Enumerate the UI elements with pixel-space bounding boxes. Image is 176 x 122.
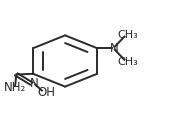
Text: CH₃: CH₃ [118,57,138,67]
Text: CH₃: CH₃ [118,30,138,40]
Text: N: N [29,77,38,90]
Text: OH: OH [37,86,55,99]
Text: N: N [109,42,118,55]
Text: NH₂: NH₂ [4,81,26,94]
